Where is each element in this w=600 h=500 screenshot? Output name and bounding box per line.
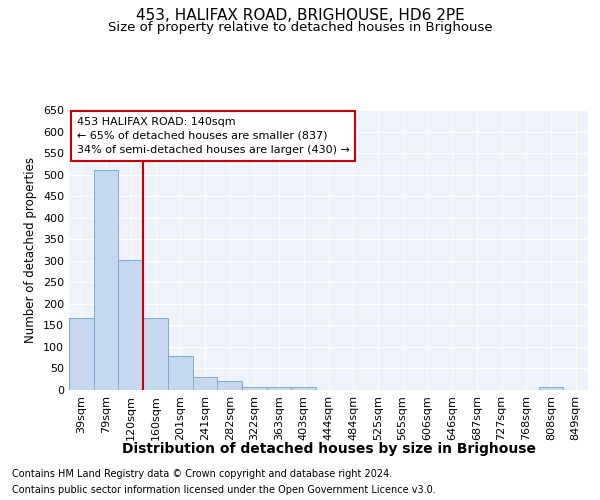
Text: 453 HALIFAX ROAD: 140sqm
← 65% of detached houses are smaller (837)
34% of semi-: 453 HALIFAX ROAD: 140sqm ← 65% of detach… xyxy=(77,117,350,155)
Text: Size of property relative to detached houses in Brighouse: Size of property relative to detached ho… xyxy=(107,21,493,34)
Text: 453, HALIFAX ROAD, BRIGHOUSE, HD6 2PE: 453, HALIFAX ROAD, BRIGHOUSE, HD6 2PE xyxy=(136,8,464,22)
Bar xyxy=(242,386,267,390)
Text: Distribution of detached houses by size in Brighouse: Distribution of detached houses by size … xyxy=(122,442,536,456)
Bar xyxy=(193,377,217,390)
Text: Contains HM Land Registry data © Crown copyright and database right 2024.: Contains HM Land Registry data © Crown c… xyxy=(12,469,392,479)
Text: Contains public sector information licensed under the Open Government Licence v3: Contains public sector information licen… xyxy=(12,485,436,495)
Bar xyxy=(143,318,168,390)
Bar xyxy=(168,356,193,390)
Bar xyxy=(267,386,292,390)
Bar xyxy=(118,260,143,390)
Bar xyxy=(539,386,563,390)
Bar xyxy=(69,318,94,390)
Bar xyxy=(292,386,316,390)
Y-axis label: Number of detached properties: Number of detached properties xyxy=(25,157,37,343)
Bar xyxy=(217,382,242,390)
Bar xyxy=(94,170,118,390)
